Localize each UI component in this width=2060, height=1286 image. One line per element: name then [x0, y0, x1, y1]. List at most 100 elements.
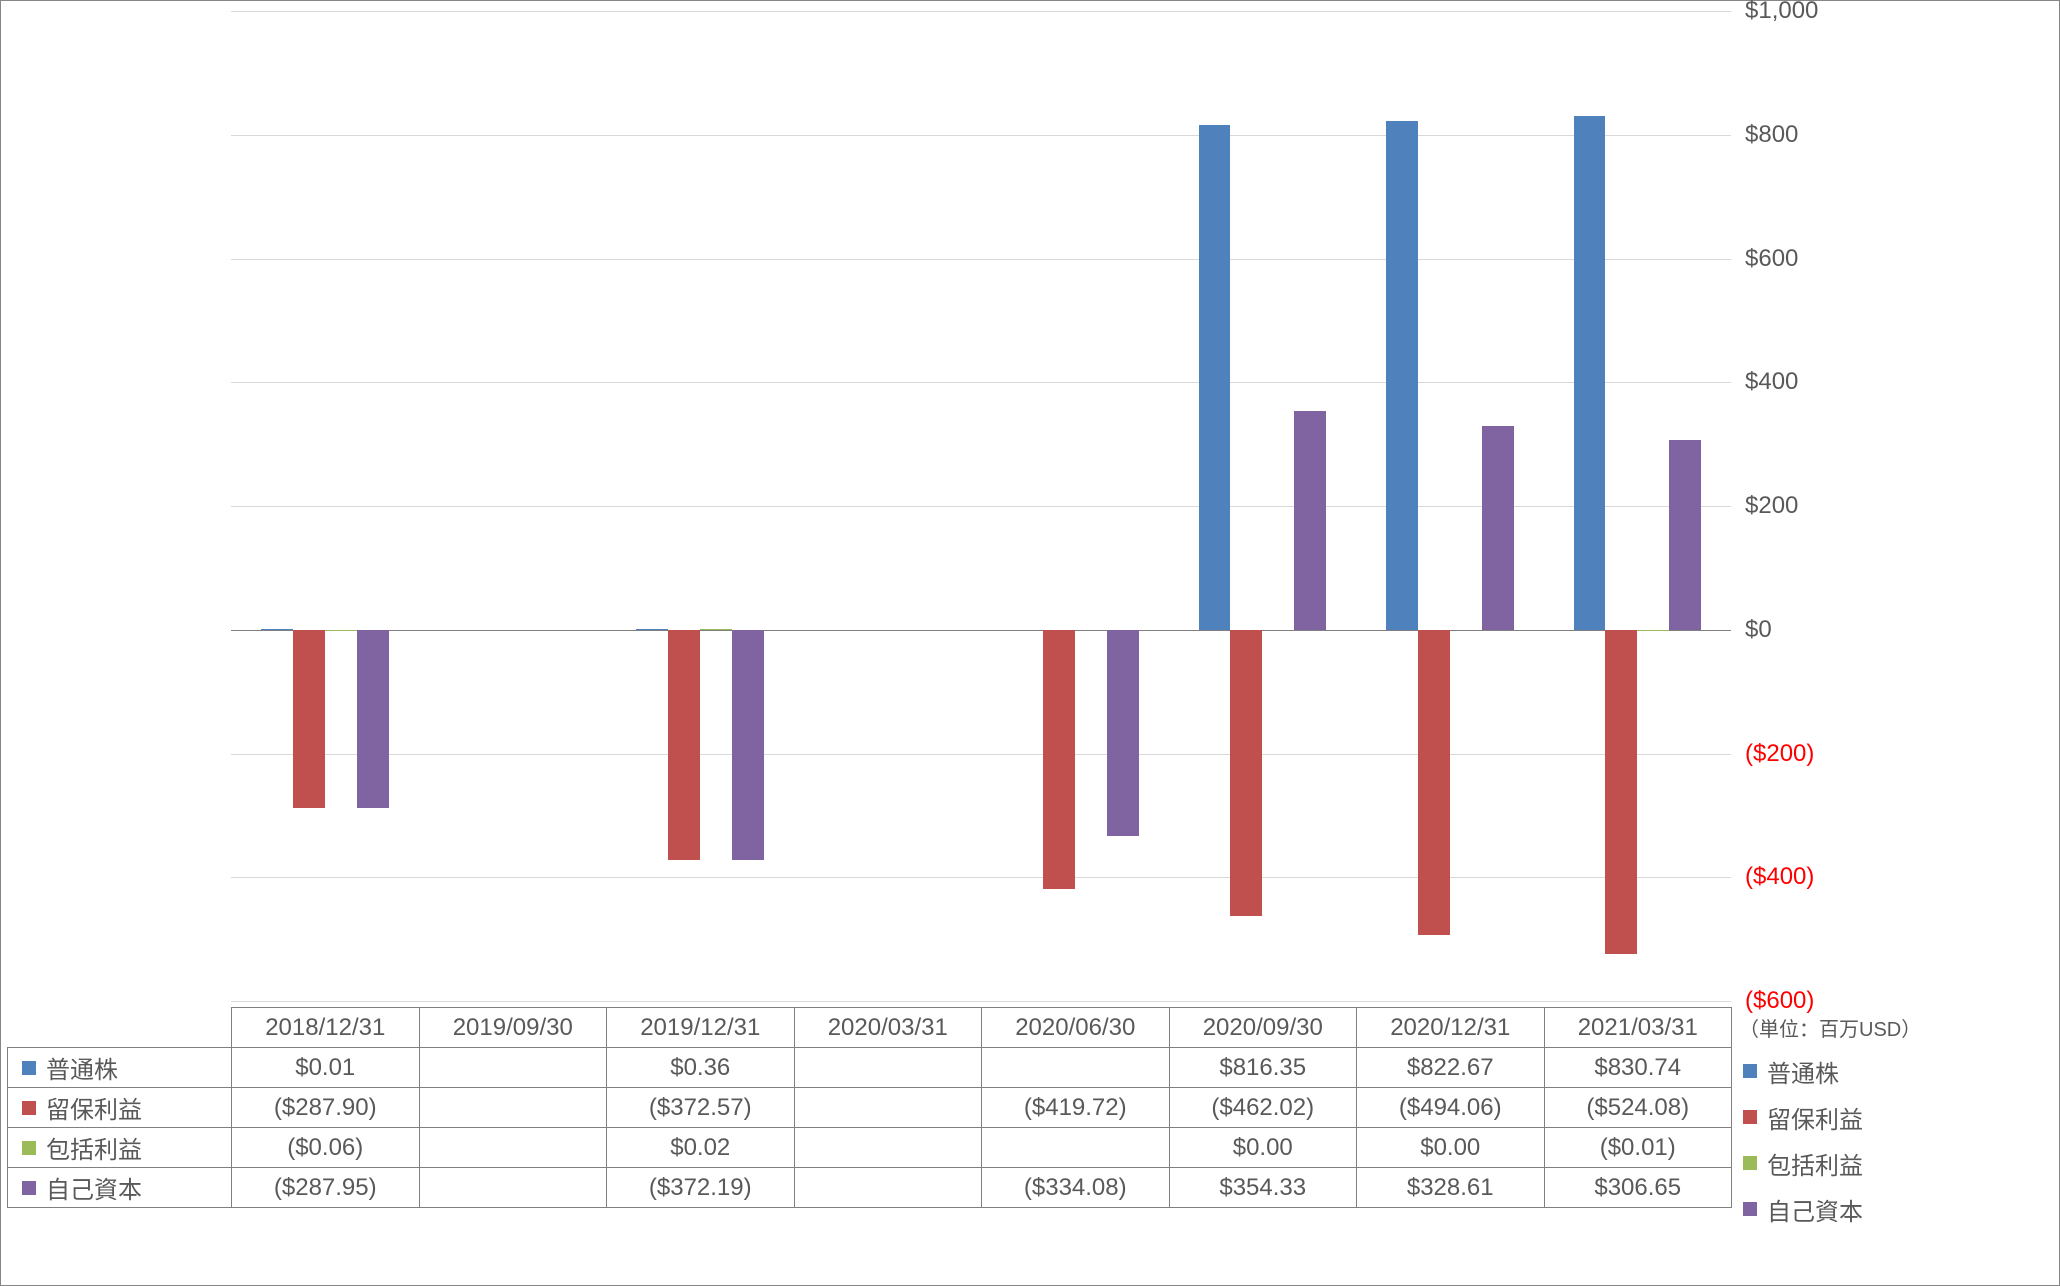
table-cell: ($0.01) — [1544, 1128, 1732, 1168]
table-cell: $0.00 — [1357, 1128, 1545, 1168]
column-header: 2021/03/31 — [1544, 1008, 1732, 1048]
y-tick-label: ($600) — [1745, 987, 1814, 1015]
bar-s1 — [668, 630, 700, 861]
plot-area — [231, 11, 1731, 1001]
bar-s2 — [700, 629, 732, 630]
legend-label: 留保利益 — [1767, 1100, 1863, 1135]
table-row: 自己資本($287.95)($372.19)($334.08)$354.33$3… — [8, 1168, 1732, 1208]
series-name: 自己資本 — [46, 1170, 142, 1205]
table-cell — [419, 1168, 607, 1208]
table-cell: ($0.06) — [232, 1128, 420, 1168]
table-cell: $306.65 — [1544, 1168, 1732, 1208]
gridline — [231, 135, 1731, 136]
bar-s3 — [732, 630, 764, 860]
gridline — [231, 382, 1731, 383]
table-cell — [794, 1168, 982, 1208]
table-cell: ($372.57) — [607, 1088, 795, 1128]
legend-swatch — [22, 1061, 36, 1075]
bar-s2 — [325, 630, 357, 631]
legend: 普通株留保利益包括利益自己資本 — [1743, 1051, 1863, 1229]
table-cell — [419, 1128, 607, 1168]
table-cell — [794, 1088, 982, 1128]
column-header: 2020/03/31 — [794, 1008, 982, 1048]
table-cell: ($334.08) — [982, 1168, 1170, 1208]
legend-swatch — [1743, 1110, 1757, 1124]
bar-s1 — [1605, 630, 1637, 954]
y-tick-label: $600 — [1745, 245, 1798, 273]
y-tick-label: $0 — [1745, 616, 1772, 644]
bar-s3 — [357, 630, 389, 808]
table-cell: $0.02 — [607, 1128, 795, 1168]
column-header: 2019/09/30 — [419, 1008, 607, 1048]
y-tick-label: ($200) — [1745, 740, 1814, 768]
bar-s1 — [1230, 630, 1262, 916]
table-header-row: 2018/12/312019/09/302019/12/312020/03/31… — [8, 1008, 1732, 1048]
legend-swatch — [1743, 1064, 1757, 1078]
gridline — [231, 1001, 1731, 1002]
legend-item: 留保利益 — [1743, 1097, 1863, 1137]
y-tick-label: ($400) — [1745, 863, 1814, 891]
legend-swatch — [22, 1101, 36, 1115]
table-cell: ($287.90) — [232, 1088, 420, 1128]
column-header: 2020/12/31 — [1357, 1008, 1545, 1048]
table-cell — [982, 1048, 1170, 1088]
bar-s2 — [1637, 630, 1669, 631]
table-cell: $830.74 — [1544, 1048, 1732, 1088]
legend-swatch — [1743, 1202, 1757, 1216]
series-name: 包括利益 — [46, 1130, 142, 1165]
bar-s0 — [1574, 116, 1606, 630]
bar-s3 — [1669, 440, 1701, 630]
gridline — [231, 877, 1731, 878]
table-row: 普通株$0.01$0.36$816.35$822.67$830.74 — [8, 1048, 1732, 1088]
table-cell — [982, 1128, 1170, 1168]
legend-swatch — [22, 1141, 36, 1155]
table-cell: ($524.08) — [1544, 1088, 1732, 1128]
y-axis-unit-label: （単位：百万USD） — [1739, 1013, 1921, 1042]
table-cell: $328.61 — [1357, 1168, 1545, 1208]
table-row: 包括利益($0.06)$0.02$0.00$0.00($0.01) — [8, 1128, 1732, 1168]
legend-item: 普通株 — [1743, 1051, 1863, 1091]
legend-swatch — [22, 1181, 36, 1195]
table-cell: ($419.72) — [982, 1088, 1170, 1128]
gridline — [231, 11, 1731, 12]
series-name: 普通株 — [46, 1050, 118, 1085]
bar-s1 — [293, 630, 325, 808]
y-tick-label: $1,000 — [1745, 0, 1818, 25]
table-cell: $0.00 — [1169, 1128, 1357, 1168]
column-header: 2020/09/30 — [1169, 1008, 1357, 1048]
table-cell: ($372.19) — [607, 1168, 795, 1208]
table-cell — [794, 1048, 982, 1088]
row-header: 留保利益 — [8, 1088, 232, 1128]
column-header: 2018/12/31 — [232, 1008, 420, 1048]
table-cell: $816.35 — [1169, 1048, 1357, 1088]
table-cell — [794, 1128, 982, 1168]
table-cell — [419, 1048, 607, 1088]
table-cell: ($462.02) — [1169, 1088, 1357, 1128]
bar-s3 — [1482, 426, 1514, 629]
row-header: 自己資本 — [8, 1168, 232, 1208]
table-cell: $0.36 — [607, 1048, 795, 1088]
bar-s1 — [1418, 630, 1450, 936]
legend-item: 包括利益 — [1743, 1143, 1863, 1183]
legend-item: 自己資本 — [1743, 1189, 1863, 1229]
table-cell: ($494.06) — [1357, 1088, 1545, 1128]
bar-s0 — [1199, 125, 1231, 630]
y-tick-label: $800 — [1745, 121, 1798, 149]
table-row: 留保利益 ($287.90) ($372.57) ($419.72)($462.02)… — [8, 1088, 1732, 1128]
legend-label: 包括利益 — [1767, 1146, 1863, 1181]
row-header: 包括利益 — [8, 1128, 232, 1168]
financials-bar-chart: $1,000$800$600$400$200$0($200)($400)($60… — [0, 0, 2060, 1286]
table-cell: ($287.95) — [232, 1168, 420, 1208]
bar-s0 — [1386, 121, 1418, 630]
bar-s0 — [261, 629, 293, 630]
gridline — [231, 754, 1731, 755]
column-header: 2019/12/31 — [607, 1008, 795, 1048]
data-table: 2018/12/312019/09/302019/12/312020/03/31… — [7, 1007, 1732, 1208]
gridline — [231, 259, 1731, 260]
column-header: 2020/06/30 — [982, 1008, 1170, 1048]
row-header: 普通株 — [8, 1048, 232, 1088]
series-name: 留保利益 — [46, 1090, 142, 1125]
bar-s0 — [636, 629, 668, 630]
gridline — [231, 630, 1731, 631]
bar-s3 — [1294, 411, 1326, 630]
